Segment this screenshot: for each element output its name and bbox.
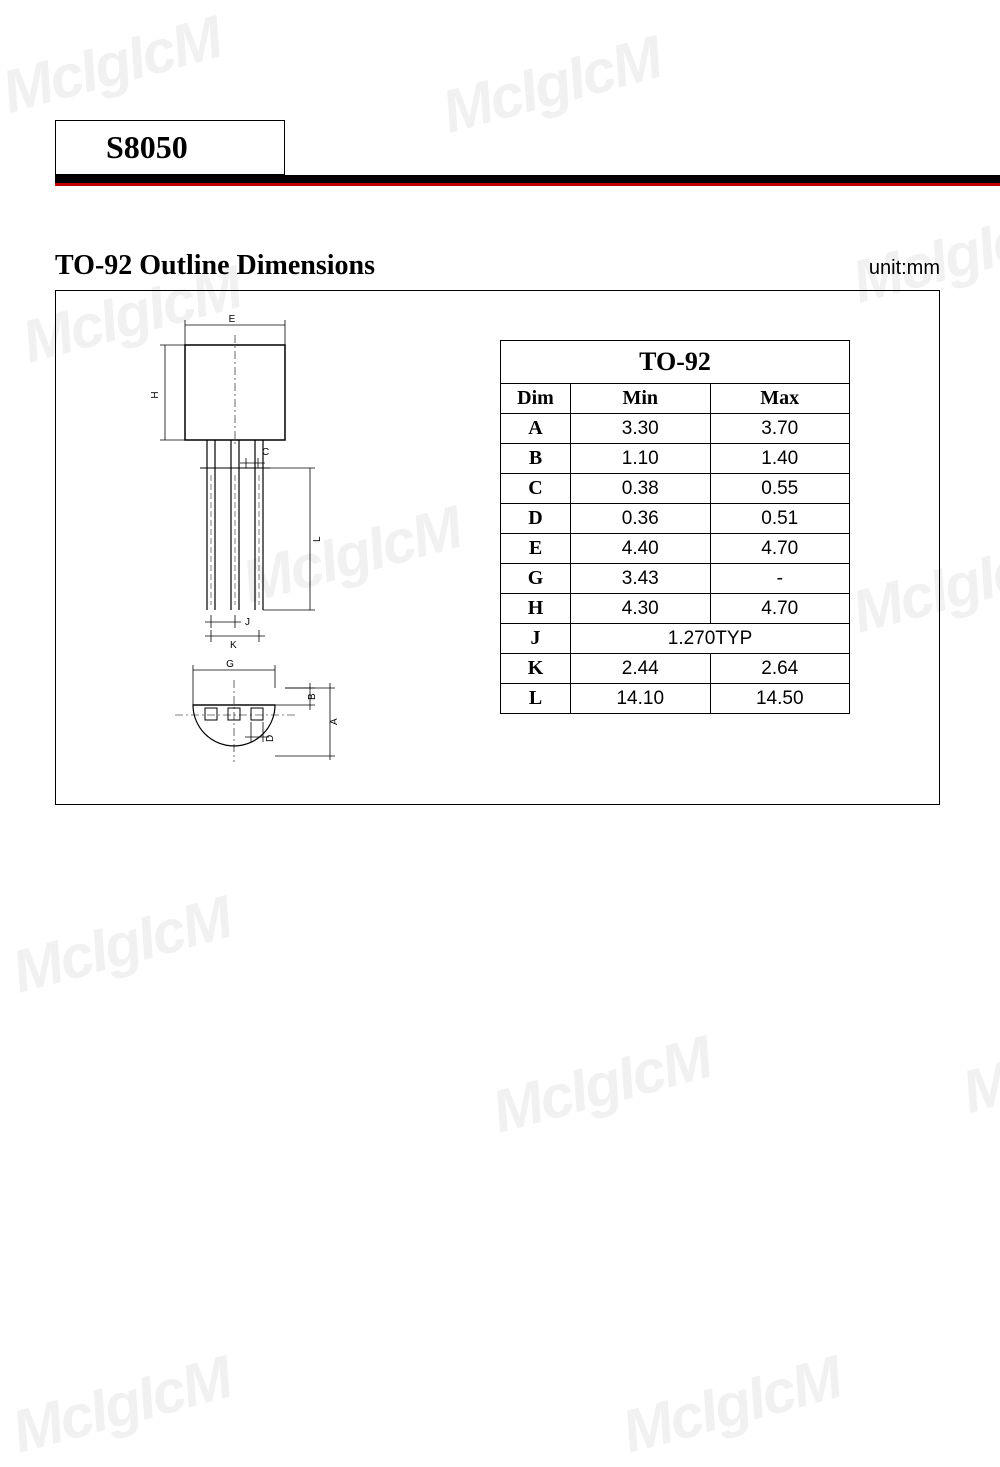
svg-text:H: H bbox=[150, 391, 161, 398]
watermark: McIgIcM bbox=[5, 1342, 238, 1466]
table-row: D0.360.51 bbox=[501, 504, 850, 534]
table-row: L14.1014.50 bbox=[501, 684, 850, 714]
table-row: G3.43- bbox=[501, 564, 850, 594]
max-cell: 3.70 bbox=[710, 414, 850, 444]
min-cell: 3.43 bbox=[571, 564, 711, 594]
max-cell: 14.50 bbox=[710, 684, 850, 714]
min-cell: 4.40 bbox=[571, 534, 711, 564]
watermark: McIgIcM bbox=[0, 2, 228, 126]
table-row: E4.404.70 bbox=[501, 534, 850, 564]
watermark: McIgIcM bbox=[435, 22, 668, 146]
header-bar bbox=[55, 175, 1000, 183]
part-number-box: S8050 bbox=[55, 120, 285, 175]
unit-label: unit:mm bbox=[869, 257, 940, 280]
svg-text:B: B bbox=[307, 693, 318, 700]
min-cell: 0.36 bbox=[571, 504, 711, 534]
dim-cell: E bbox=[501, 534, 571, 564]
section-title: TO-92 Outline Dimensions bbox=[55, 250, 375, 282]
part-number: S8050 bbox=[106, 129, 188, 166]
watermark: McIgIcM bbox=[615, 1342, 848, 1466]
header-red-bar bbox=[55, 183, 1000, 186]
min-cell: 4.30 bbox=[571, 594, 711, 624]
max-cell: 0.51 bbox=[710, 504, 850, 534]
dim-cell: D bbox=[501, 504, 571, 534]
dimension-table: TO-92 DimMinMax A3.303.70B1.101.40C0.380… bbox=[500, 340, 850, 714]
min-cell: 0.38 bbox=[571, 474, 711, 504]
svg-text:J: J bbox=[245, 617, 250, 628]
table-header: Min bbox=[571, 384, 711, 414]
dim-cell: H bbox=[501, 594, 571, 624]
dim-cell: A bbox=[501, 414, 571, 444]
max-cell: - bbox=[710, 564, 850, 594]
dim-cell: L bbox=[501, 684, 571, 714]
watermark: McIgIcM bbox=[5, 882, 238, 1006]
max-cell: 1.40 bbox=[710, 444, 850, 474]
svg-text:D: D bbox=[265, 735, 276, 742]
watermark: McIgIcM bbox=[955, 1002, 1000, 1126]
max-cell: 0.55 bbox=[710, 474, 850, 504]
package-diagram: E H C L J bbox=[115, 310, 415, 790]
svg-text:L: L bbox=[312, 536, 323, 542]
table-header: Max bbox=[710, 384, 850, 414]
table-row: A3.303.70 bbox=[501, 414, 850, 444]
min-cell: 1.10 bbox=[571, 444, 711, 474]
min-cell: 2.44 bbox=[571, 654, 711, 684]
table-row: C0.380.55 bbox=[501, 474, 850, 504]
svg-text:E: E bbox=[229, 314, 236, 325]
table-title: TO-92 bbox=[501, 341, 850, 384]
dim-cell: K bbox=[501, 654, 571, 684]
svg-text:A: A bbox=[329, 718, 340, 725]
dim-cell: J bbox=[501, 624, 571, 654]
max-cell: 2.64 bbox=[710, 654, 850, 684]
table-row: H4.304.70 bbox=[501, 594, 850, 624]
table-row: J1.270TYP bbox=[501, 624, 850, 654]
dim-cell: G bbox=[501, 564, 571, 594]
svg-text:G: G bbox=[226, 659, 234, 670]
dim-cell: C bbox=[501, 474, 571, 504]
max-cell: 4.70 bbox=[710, 534, 850, 564]
dim-cell: B bbox=[501, 444, 571, 474]
max-cell: 4.70 bbox=[710, 594, 850, 624]
table-row: K2.442.64 bbox=[501, 654, 850, 684]
watermark: McIgIcM bbox=[485, 1022, 718, 1146]
min-cell: 3.30 bbox=[571, 414, 711, 444]
table-header: Dim bbox=[501, 384, 571, 414]
table-row: B1.101.40 bbox=[501, 444, 850, 474]
min-cell: 14.10 bbox=[571, 684, 711, 714]
value-cell: 1.270TYP bbox=[571, 624, 850, 654]
svg-text:K: K bbox=[230, 640, 237, 651]
